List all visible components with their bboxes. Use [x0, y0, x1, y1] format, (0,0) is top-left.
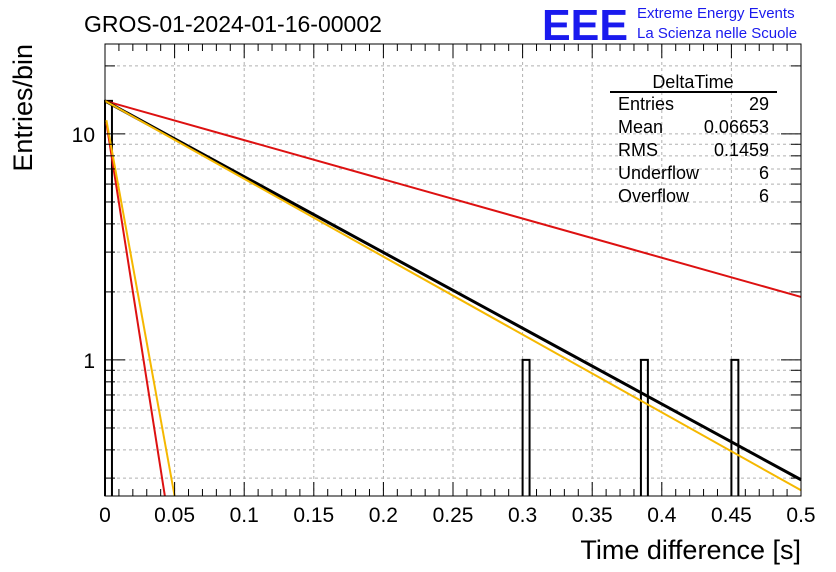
stats-row-label: Underflow: [618, 163, 700, 183]
stats-row-value: 6: [759, 186, 769, 206]
x-tick-label: 0.4: [647, 504, 677, 527]
x-tick-label: 0.15: [293, 504, 334, 527]
logo-line-1: Extreme Energy Events: [637, 5, 795, 22]
stats-row-label: Overflow: [618, 186, 690, 206]
x-axis-label: Time difference [s]: [580, 535, 801, 565]
stats-row-label: Mean: [618, 117, 663, 137]
chart-title: GROS-01-2024-01-16-00002: [84, 11, 382, 37]
stats-box: DeltaTime Entries 29 Mean 0.06653 RMS 0.1459 U…: [610, 72, 777, 206]
fit-curve: [104, 100, 802, 492]
histogram-bin: [521, 358, 531, 496]
x-tick-label: 0.3: [508, 504, 537, 527]
fit-curves: [104, 99, 802, 497]
fit-curve: [104, 99, 802, 482]
histogram-bin: [639, 358, 649, 496]
stats-row-label: RMS: [618, 140, 658, 160]
histogram-bin: [730, 358, 740, 496]
x-tick-label: 0.5: [786, 504, 815, 527]
x-tick-label: 0.45: [711, 504, 752, 527]
x-tick-label: 0.25: [433, 504, 474, 527]
x-tick-label: 0.35: [572, 504, 613, 527]
fit-curve: [105, 120, 176, 497]
fit-curve: [105, 122, 166, 497]
logo-line-2: La Scienza nelle Scuole: [637, 25, 797, 42]
logo-mark: EEE: [542, 1, 628, 50]
y-tick-label: 1: [83, 350, 95, 373]
stats-row-value: 29: [749, 94, 769, 114]
stats-title: DeltaTime: [652, 72, 733, 92]
stats-row-value: 6: [759, 163, 769, 183]
stats-row-label: Entries: [618, 94, 674, 114]
axes: 0 0.05 0.1 0.15 0.2 0.25 0.3 0.35 0.4 0.45 0.5 1 10: [72, 44, 816, 527]
stats-row-value: 0.06653: [704, 117, 769, 137]
x-tick-label: 0.1: [230, 504, 259, 527]
y-axis-label: Entries/bin: [8, 44, 38, 172]
grid-lines: [105, 44, 801, 496]
x-tick-label: 0.05: [154, 504, 195, 527]
x-tick-label: 0: [99, 504, 111, 527]
eee-logo: EEE Extreme Energy Events La Scienza nel…: [542, 1, 797, 50]
fit-curve: [104, 99, 802, 298]
x-tick-label: 0.2: [369, 504, 398, 527]
y-tick-label: 10: [72, 124, 95, 147]
stats-row-value: 0.1459: [714, 140, 769, 160]
